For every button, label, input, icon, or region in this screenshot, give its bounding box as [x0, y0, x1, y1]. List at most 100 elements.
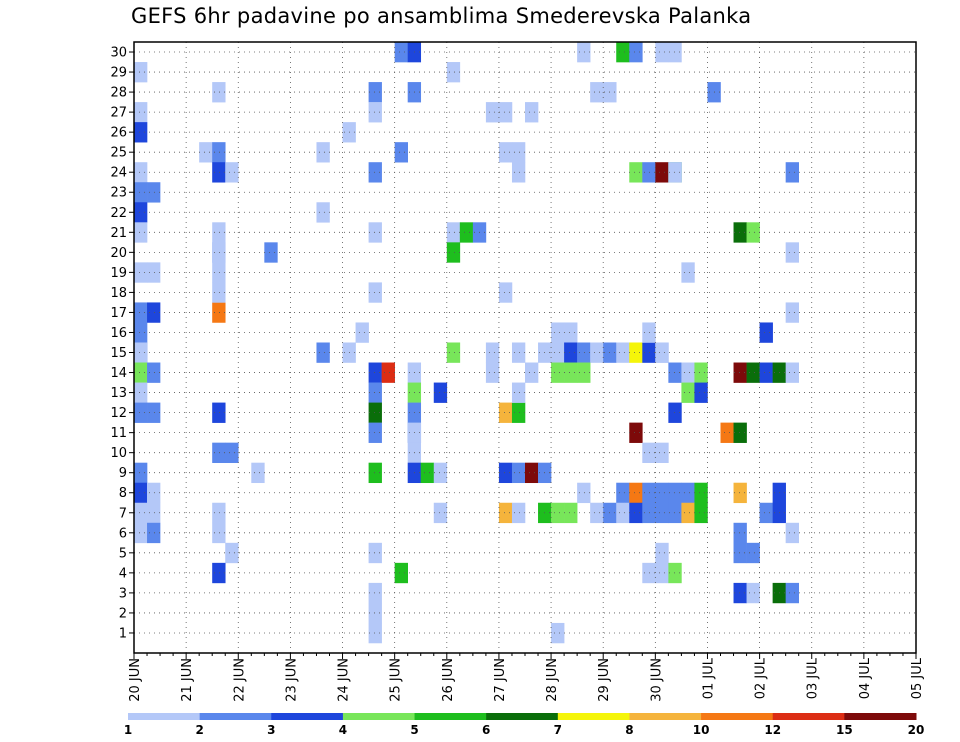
heatmap-cell	[212, 222, 226, 243]
legend-label: 12	[764, 723, 781, 737]
heatmap-cell	[564, 322, 578, 343]
legend-swatch	[342, 713, 416, 720]
x-tick-label: 21 JUN	[180, 658, 195, 702]
heatmap-cell	[498, 402, 513, 423]
heatmap-cell	[368, 282, 382, 303]
chart-title: GEFS 6hr padavine po ansamblima Smederev…	[131, 4, 752, 28]
heatmap-cell	[616, 482, 630, 504]
legend-swatch	[629, 713, 702, 720]
heatmap-cell	[212, 262, 226, 283]
heatmap-cell	[134, 322, 148, 343]
heatmap-cell	[564, 342, 578, 363]
heatmap-cell	[368, 382, 382, 403]
y-tick-label: 10	[110, 446, 127, 461]
heatmap-cell	[199, 142, 213, 163]
heatmap-cell	[551, 362, 565, 383]
heatmap-cell	[498, 142, 513, 163]
heatmap-cell	[655, 342, 669, 363]
heatmap-cell	[212, 142, 226, 163]
heatmap-cell	[746, 222, 760, 243]
heatmap-cell	[759, 502, 773, 524]
heatmap-cell	[655, 482, 669, 504]
y-tick-label: 12	[110, 406, 127, 421]
heatmap-cell	[485, 362, 500, 383]
heatmap-cell	[694, 502, 708, 524]
heatmap-cell	[147, 402, 161, 423]
heatmap-cell	[785, 522, 799, 544]
heatmap-cell	[225, 542, 239, 564]
heatmap-cell	[511, 502, 526, 524]
heatmap-cell	[577, 42, 591, 63]
y-tick-label: 5	[119, 546, 127, 561]
heatmap-cell	[681, 362, 695, 383]
heatmap-cell	[134, 102, 148, 123]
heatmap-cell	[498, 502, 513, 524]
heatmap-cell	[147, 482, 161, 504]
heatmap-cell	[668, 502, 682, 524]
heatmap-cell	[551, 322, 565, 343]
heatmap-cell	[551, 502, 565, 524]
heatmap-cell	[420, 462, 435, 484]
heatmap-cell	[134, 222, 148, 243]
heatmap-cell	[134, 262, 148, 283]
heatmap-cell	[694, 482, 708, 504]
heatmap-cell	[316, 342, 330, 363]
heatmap-cell	[629, 162, 643, 183]
heatmap-cell	[212, 242, 226, 263]
heatmap-cell	[655, 542, 669, 564]
x-tick-label: 03 JUL	[806, 657, 821, 699]
heatmap-cell	[590, 82, 604, 103]
heatmap-cell	[759, 362, 773, 383]
heatmap-cell	[642, 162, 656, 183]
heatmap-cell	[368, 102, 382, 123]
heatmap-cell	[564, 502, 578, 524]
heatmap-cell	[655, 42, 669, 63]
heatmap-cell	[785, 162, 799, 183]
heatmap-cell	[668, 562, 682, 584]
heatmap-cell	[251, 462, 265, 484]
heatmap-cells	[134, 42, 799, 644]
y-tick-label: 27	[110, 106, 127, 121]
legend-label: 2	[195, 723, 203, 737]
heatmap-cell	[212, 562, 226, 584]
legend-label: 5	[410, 723, 418, 737]
heatmap-cell	[433, 502, 448, 524]
heatmap-cell	[147, 302, 161, 323]
x-tick-label: 02 JUL	[754, 657, 769, 699]
heatmap-cell	[498, 282, 513, 303]
legend-swatch	[844, 713, 917, 720]
heatmap-cell	[511, 142, 526, 163]
y-tick-label: 9	[119, 466, 127, 481]
y-tick-label: 11	[110, 426, 127, 441]
heatmap-cell	[785, 302, 799, 323]
x-tick-label: 25 JUN	[389, 658, 404, 702]
heatmap-cell	[642, 322, 656, 343]
heatmap-cell	[446, 342, 461, 363]
y-axis: 1234567891011121314151617181920212223242…	[110, 46, 134, 641]
heatmap-cell	[368, 402, 382, 423]
x-tick-label: 22 JUN	[232, 658, 247, 702]
heatmap-cell	[316, 202, 330, 223]
heatmap-cell	[212, 402, 226, 423]
heatmap-cell	[668, 482, 682, 504]
heatmap-cell	[668, 402, 682, 423]
heatmap-cell	[525, 362, 539, 383]
heatmap-cell	[368, 362, 382, 383]
heatmap-cell	[394, 562, 408, 584]
y-tick-label: 21	[110, 226, 127, 241]
heatmap-cell	[134, 202, 148, 223]
y-tick-label: 19	[110, 266, 127, 281]
heatmap-cell	[134, 382, 148, 403]
heatmap-cell	[733, 422, 747, 443]
heatmap-cell	[629, 342, 643, 363]
heatmap-cell	[459, 222, 474, 243]
y-tick-label: 29	[110, 66, 127, 81]
heatmap-cell	[616, 342, 630, 363]
legend-label: 3	[267, 723, 275, 737]
heatmap-cell	[134, 182, 148, 203]
y-tick-label: 22	[110, 206, 127, 221]
heatmap-cell	[433, 382, 448, 403]
x-tick-label: 30 JUN	[649, 658, 664, 702]
heatmap-cell	[694, 382, 708, 403]
